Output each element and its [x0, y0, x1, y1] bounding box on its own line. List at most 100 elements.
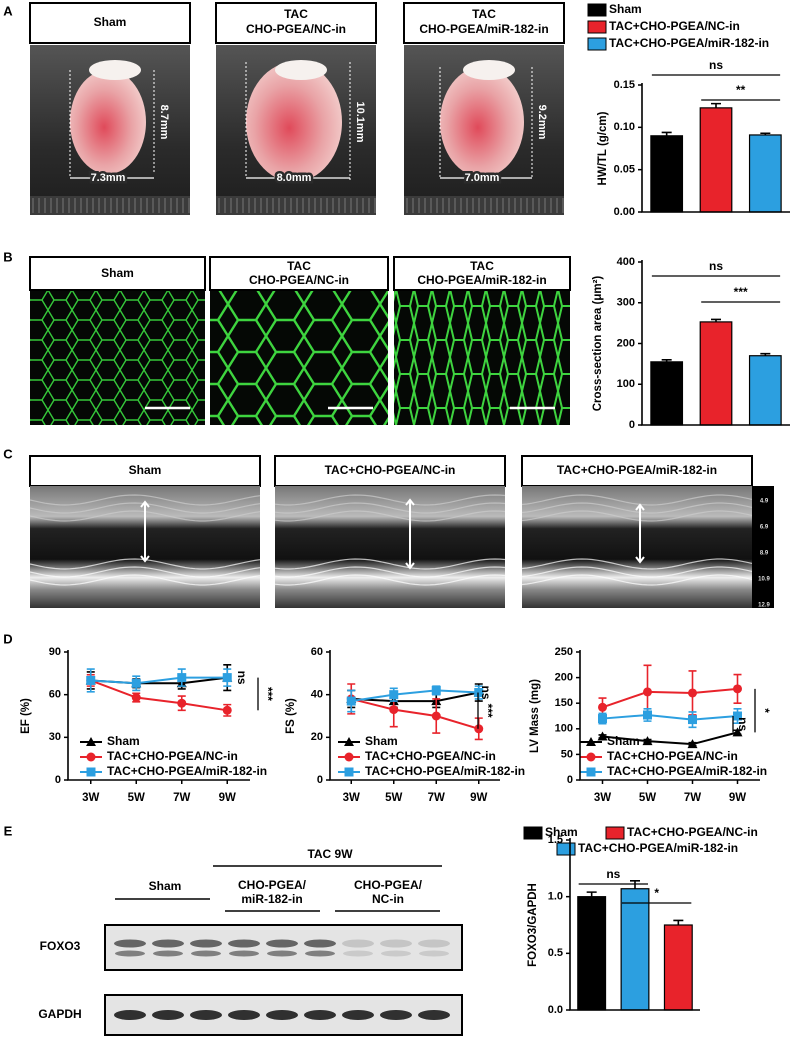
significance: ns — [606, 867, 620, 881]
legend-label: TAC+CHO-PGEA/miR-182-in — [609, 36, 769, 50]
group-label: TAC 9W — [307, 847, 353, 861]
bar — [699, 107, 733, 213]
series-line — [602, 713, 738, 721]
x-tick-label: 5W — [128, 792, 145, 804]
echo-trace — [29, 566, 261, 578]
legend-label: Sham — [609, 2, 642, 16]
y-axis-label: EF (%) — [20, 698, 32, 734]
y-tick-label: 200 — [617, 337, 635, 349]
significance: ns — [736, 717, 750, 731]
marker — [431, 711, 441, 721]
blot-band — [342, 939, 374, 948]
legend-swatch — [587, 3, 607, 17]
significance: *** — [481, 704, 495, 718]
measurement: 8.0mm — [277, 172, 312, 184]
marker — [688, 688, 697, 698]
echo-trace — [274, 494, 506, 506]
band-label: GAPDH — [38, 1007, 81, 1021]
x-tick-label: 9W — [729, 792, 746, 804]
marker — [474, 724, 484, 734]
lane-label: NC-in — [372, 892, 404, 906]
marker — [346, 696, 356, 706]
significance: ns — [709, 58, 723, 72]
blot-band — [419, 950, 449, 957]
blot-band — [228, 939, 260, 948]
y-tick-label: 50 — [561, 748, 573, 760]
heart — [246, 62, 342, 182]
blot-band — [266, 1010, 298, 1020]
image-title: TAC+CHO-PGEA/miR-182-in — [557, 463, 717, 477]
measurement: 7.3mm — [91, 172, 126, 184]
blot-band — [418, 1010, 450, 1020]
y-tick-label: 400 — [617, 256, 635, 268]
echo-trace — [29, 574, 261, 586]
series-line — [602, 687, 738, 709]
micrograph-cells — [30, 291, 205, 425]
image-title: CHO-PGEA/miR-182-in — [419, 22, 548, 36]
significance: ns — [235, 671, 249, 685]
legend-swatch — [523, 826, 543, 840]
blot-band — [418, 939, 450, 948]
echo-trace — [521, 502, 753, 514]
y-tick-label: 0 — [55, 774, 61, 786]
depth-label: 12.9 — [758, 603, 770, 609]
legend-marker — [86, 737, 96, 746]
echo-image — [275, 486, 505, 608]
depth-label: 4.9 — [760, 499, 769, 505]
x-tick-label: 3W — [82, 792, 99, 804]
blot-band — [266, 939, 298, 948]
marker — [733, 684, 742, 694]
y-tick-label: 0 — [317, 774, 323, 786]
panel-label: B — [3, 249, 12, 264]
measurement: 10.1mm — [354, 102, 366, 143]
legend-label: TAC+CHO-PGEA/miR-182-in — [107, 764, 267, 778]
marker — [642, 736, 653, 746]
echo-trace — [29, 494, 261, 506]
legend-label: TAC+CHO-PGEA/miR-182-in — [365, 764, 525, 778]
measure-arrow — [635, 503, 645, 564]
y-tick-label: 90 — [49, 646, 61, 658]
series-line — [351, 697, 480, 730]
y-tick-label: 0 — [567, 774, 573, 786]
significance: *** — [734, 285, 748, 299]
blot-band — [380, 939, 412, 948]
significance: ** — [736, 83, 746, 97]
x-tick-label: 7W — [428, 792, 445, 804]
image-title: TAC — [470, 259, 494, 273]
marker — [688, 715, 697, 725]
y-axis-label: FOXO3/GAPDH — [527, 883, 539, 967]
echo-trace — [274, 566, 506, 578]
image-title: CHO-PGEA/NC-in — [249, 273, 349, 287]
lane-label: Sham — [149, 879, 182, 893]
x-tick-label: 9W — [470, 792, 487, 804]
y-tick-label: 40 — [311, 689, 323, 701]
blot-band — [114, 1010, 146, 1020]
bar — [663, 924, 693, 1011]
y-tick-label: 1.0 — [548, 891, 563, 903]
title-box — [393, 256, 571, 291]
blot-band — [267, 950, 297, 957]
significance: ns — [709, 259, 723, 273]
y-tick-label: 150 — [555, 697, 573, 709]
echo-trace — [274, 502, 506, 514]
blot-band — [380, 1010, 412, 1020]
micrograph-cells — [394, 291, 570, 425]
echo-trace — [521, 510, 753, 522]
blot-band — [342, 1010, 374, 1020]
lane-label: CHO-PGEA/ — [238, 878, 307, 892]
measure-arrow — [405, 498, 415, 570]
marker — [222, 705, 232, 715]
marker — [86, 675, 96, 685]
panel-label: C — [3, 446, 13, 461]
blot-band — [305, 950, 335, 957]
marker — [389, 690, 399, 700]
legend-label: TAC+CHO-PGEA/NC-in — [365, 749, 496, 763]
y-tick-label: 0.0 — [548, 1004, 563, 1016]
marker — [222, 673, 232, 683]
significance: ns — [479, 686, 493, 700]
series-line — [90, 676, 228, 685]
x-tick-label: 3W — [594, 792, 611, 804]
x-tick-label: 7W — [684, 792, 701, 804]
heart — [70, 70, 146, 174]
x-tick-label: 5W — [639, 792, 656, 804]
